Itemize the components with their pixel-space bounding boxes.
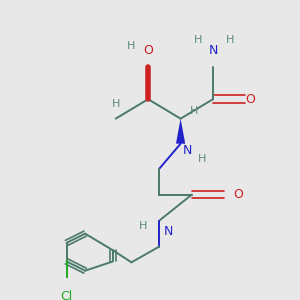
Text: N: N	[182, 144, 192, 157]
Text: N: N	[208, 44, 218, 58]
Text: O: O	[233, 188, 243, 201]
Text: H: H	[139, 221, 148, 231]
Text: H: H	[194, 35, 202, 45]
Text: H: H	[112, 99, 120, 109]
Text: O: O	[245, 93, 255, 106]
Text: Cl: Cl	[60, 290, 73, 300]
Text: O: O	[143, 44, 153, 58]
Text: H: H	[189, 106, 198, 116]
Text: H: H	[226, 35, 234, 45]
Text: H: H	[198, 154, 206, 164]
Text: N: N	[164, 225, 173, 238]
Polygon shape	[176, 119, 185, 144]
Text: H: H	[127, 41, 136, 51]
